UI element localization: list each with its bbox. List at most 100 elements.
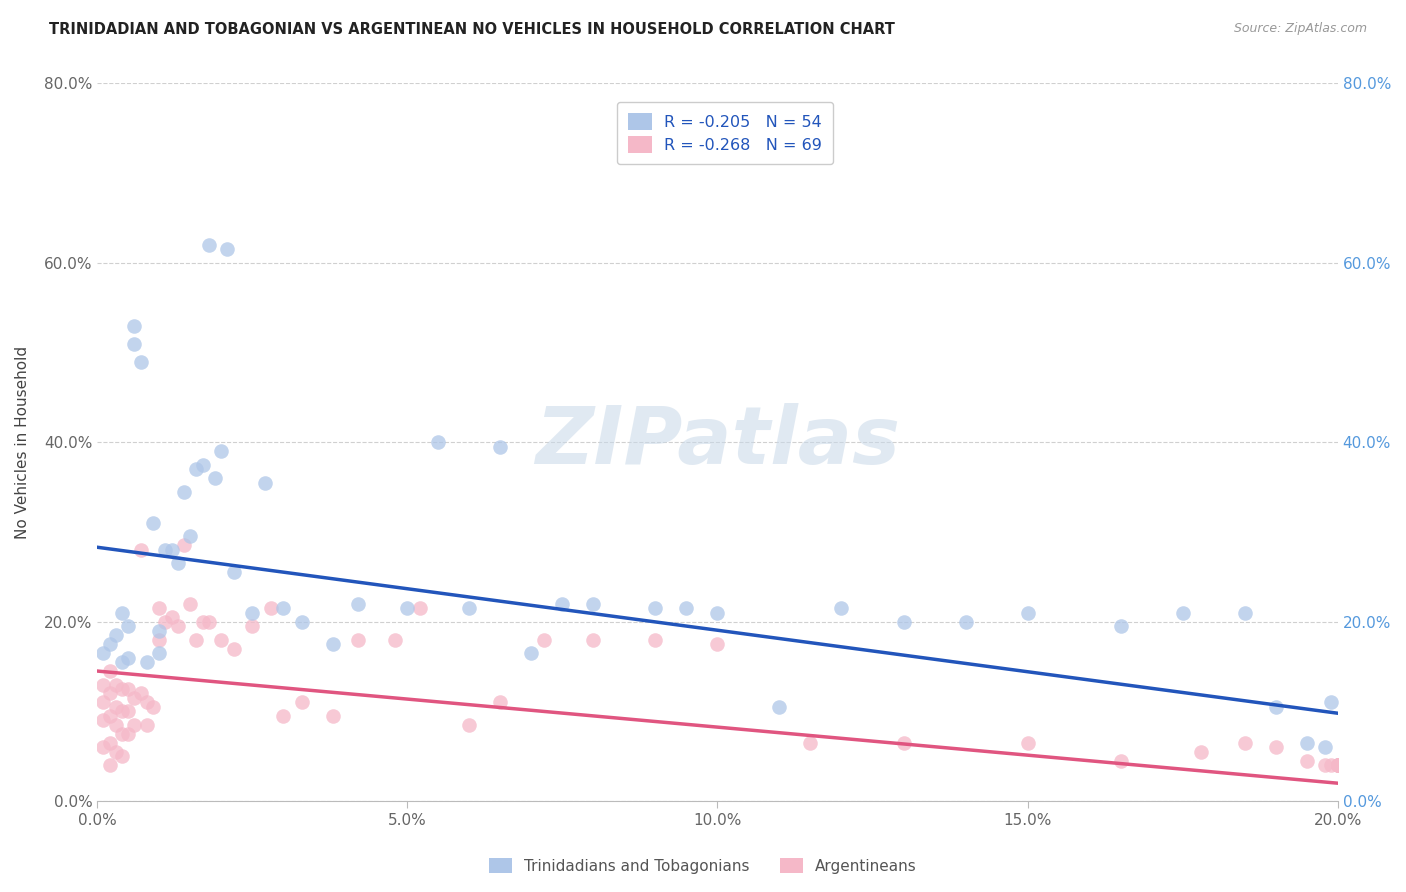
Point xyxy=(135,655,157,669)
Point xyxy=(1326,758,1348,772)
Point xyxy=(124,318,146,333)
Point xyxy=(191,615,214,629)
Point xyxy=(1189,745,1212,759)
Point xyxy=(93,696,115,710)
Point xyxy=(117,681,139,696)
Text: ZIPatlas: ZIPatlas xyxy=(534,403,900,482)
Point xyxy=(1233,606,1256,620)
Point xyxy=(489,696,512,710)
Point xyxy=(98,637,121,651)
Point xyxy=(240,619,263,633)
Point xyxy=(142,700,165,714)
Point xyxy=(1326,758,1348,772)
Point xyxy=(93,714,115,728)
Point xyxy=(1320,696,1343,710)
Point xyxy=(222,566,245,580)
Point xyxy=(489,440,512,454)
Point xyxy=(104,745,127,759)
Point xyxy=(893,736,915,750)
Point xyxy=(104,677,127,691)
Point xyxy=(893,615,915,629)
Point xyxy=(706,637,728,651)
Point xyxy=(117,619,139,633)
Point xyxy=(98,664,121,678)
Point xyxy=(135,696,157,710)
Point xyxy=(768,700,790,714)
Point xyxy=(1171,606,1194,620)
Point xyxy=(111,749,134,764)
Point xyxy=(346,597,368,611)
Point xyxy=(458,718,481,732)
Point xyxy=(173,538,195,552)
Point xyxy=(129,686,152,700)
Point xyxy=(271,709,294,723)
Point xyxy=(644,601,666,615)
Point xyxy=(167,557,190,571)
Legend: Trinidadians and Tobagonians, Argentineans: Trinidadians and Tobagonians, Argentinea… xyxy=(482,852,924,880)
Point xyxy=(142,516,165,530)
Point xyxy=(148,632,170,647)
Text: Source: ZipAtlas.com: Source: ZipAtlas.com xyxy=(1233,22,1367,36)
Point xyxy=(1017,606,1039,620)
Point xyxy=(217,243,239,257)
Point xyxy=(198,238,221,252)
Point xyxy=(582,632,605,647)
Point xyxy=(271,601,294,615)
Point xyxy=(1326,758,1348,772)
Point xyxy=(93,740,115,755)
Point xyxy=(520,646,543,660)
Point xyxy=(396,601,419,615)
Point xyxy=(135,718,157,732)
Point xyxy=(533,632,555,647)
Point xyxy=(1326,758,1348,772)
Point xyxy=(1233,736,1256,750)
Point xyxy=(111,655,134,669)
Point xyxy=(706,606,728,620)
Point xyxy=(1326,758,1348,772)
Point xyxy=(204,471,226,485)
Point xyxy=(111,727,134,741)
Point xyxy=(148,624,170,638)
Point xyxy=(155,543,177,558)
Point xyxy=(129,543,152,558)
Point xyxy=(98,686,121,700)
Point xyxy=(167,619,190,633)
Point xyxy=(186,462,208,476)
Point xyxy=(1315,758,1337,772)
Point xyxy=(1295,754,1317,768)
Point xyxy=(260,601,283,615)
Point xyxy=(93,646,115,660)
Point xyxy=(1109,619,1132,633)
Point xyxy=(111,606,134,620)
Point xyxy=(148,646,170,660)
Point xyxy=(551,597,574,611)
Point xyxy=(160,543,183,558)
Point xyxy=(104,718,127,732)
Point xyxy=(799,736,821,750)
Point xyxy=(111,705,134,719)
Point xyxy=(409,601,432,615)
Point xyxy=(291,696,314,710)
Point xyxy=(111,681,134,696)
Point xyxy=(124,690,146,705)
Point xyxy=(253,475,276,490)
Point xyxy=(644,632,666,647)
Y-axis label: No Vehicles in Household: No Vehicles in Household xyxy=(15,346,30,539)
Point xyxy=(1326,758,1348,772)
Point xyxy=(830,601,852,615)
Point xyxy=(1315,740,1337,755)
Point xyxy=(291,615,314,629)
Point xyxy=(117,727,139,741)
Point xyxy=(458,601,481,615)
Point xyxy=(346,632,368,647)
Point xyxy=(98,709,121,723)
Point xyxy=(179,597,201,611)
Legend: R = -0.205   N = 54, R = -0.268   N = 69: R = -0.205 N = 54, R = -0.268 N = 69 xyxy=(616,103,834,164)
Point xyxy=(93,677,115,691)
Point xyxy=(209,632,232,647)
Point xyxy=(322,709,344,723)
Point xyxy=(675,601,697,615)
Point xyxy=(240,606,263,620)
Point xyxy=(198,615,221,629)
Point xyxy=(155,615,177,629)
